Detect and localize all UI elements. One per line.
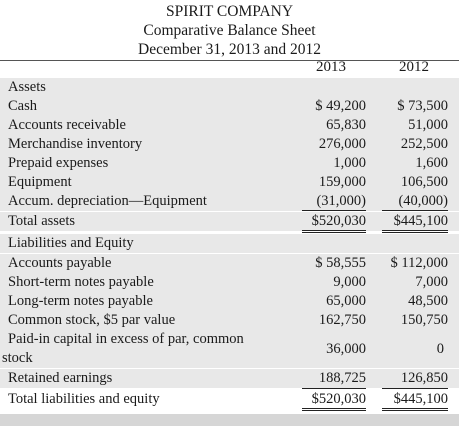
value-2012: 51,000 <box>408 117 448 133</box>
value-2012: 7,000 <box>415 274 448 290</box>
row-label: Short-term notes payable <box>8 274 154 290</box>
column-header-2013: 2013 <box>316 59 346 75</box>
total-double-underline-2012-a <box>382 230 448 231</box>
row-retained-earnings: Retained earnings 188,725 126,850 <box>0 369 459 388</box>
bottom-band <box>0 414 459 426</box>
row-label: Total assets <box>8 213 76 229</box>
row-short-term-notes: Short-term notes payable 9,000 7,000 <box>0 273 459 292</box>
value-2013: 162,750 <box>318 312 366 328</box>
row-label: Accum. depreciation—Equipment <box>8 193 207 209</box>
row-cash: Cash $ 49,200 $ 73,500 <box>0 97 459 116</box>
row-long-term-notes: Long-term notes payable 65,000 48,500 <box>0 292 459 311</box>
total-double-underline-2013-b <box>302 410 366 411</box>
value-2012: 126,850 <box>400 370 448 386</box>
value-2012: $445,100 <box>393 213 448 229</box>
total-double-underline-2013-b <box>302 232 366 233</box>
subtotal-underline-2013 <box>302 210 366 211</box>
row-label: Paid-in capital in excess of par, common <box>8 331 244 347</box>
value-2013: 9,000 <box>333 274 366 290</box>
row-common-stock: Common stock, $5 par value 162,750 150,7… <box>0 311 459 330</box>
row-paid-in-capital: Paid-in capital in excess of par, common… <box>0 330 459 368</box>
value-2012: $ 112,000 <box>390 255 448 271</box>
value-2013: $520,030 <box>311 213 366 229</box>
row-label-continued: stock <box>2 350 33 366</box>
value-2012: $445,100 <box>393 391 448 407</box>
row-label: Equipment <box>8 174 72 190</box>
value-2012: 150,750 <box>400 312 448 328</box>
row-equipment: Equipment 159,000 106,500 <box>0 173 459 192</box>
total-double-underline-2013-a <box>302 408 366 409</box>
value-2013: 159,000 <box>318 174 366 190</box>
row-label: Accounts receivable <box>8 117 126 133</box>
row-label: Prepaid expenses <box>8 155 109 171</box>
total-double-underline-2012-a <box>382 408 448 409</box>
subtotal-underline-2012 <box>382 210 448 211</box>
value-2012: (40,000) <box>398 193 448 209</box>
row-label: Long-term notes payable <box>8 293 153 309</box>
value-2013: 1,000 <box>333 155 366 171</box>
row-label: Assets <box>8 79 46 95</box>
value-2013: 188,725 <box>318 370 366 386</box>
value-2013: $ 58,555 <box>315 255 366 271</box>
row-label: Accounts payable <box>8 255 112 271</box>
value-2013: (31,000) <box>316 193 366 209</box>
value-2012: 48,500 <box>408 293 448 309</box>
row-total-liabilities-equity: Total liabilities and equity $520,030 $4… <box>0 390 459 409</box>
value-2013: 65,000 <box>326 293 366 309</box>
value-2012: $ 73,500 <box>397 98 448 114</box>
row-label: Retained earnings <box>8 370 113 386</box>
row-label: Liabilities and Equity <box>8 235 134 251</box>
row-accounts-payable: Accounts payable $ 58,555 $ 112,000 <box>0 254 459 273</box>
value-2013: $520,030 <box>311 391 366 407</box>
column-header-2012: 2012 <box>399 59 429 75</box>
row-label: Total liabilities and equity <box>8 391 160 407</box>
value-2012: 252,500 <box>400 136 448 152</box>
value-2013: 36,000 <box>326 341 366 357</box>
subtotal-underline-2013 <box>302 388 366 389</box>
row-assets-heading: Assets <box>0 78 459 97</box>
row-accounts-receivable: Accounts receivable 65,830 51,000 <box>0 116 459 135</box>
row-prepaid-expenses: Prepaid expenses 1,000 1,600 <box>0 154 459 173</box>
value-2013: $ 49,200 <box>315 98 366 114</box>
statement-title: Comparative Balance Sheet <box>143 22 316 39</box>
company-name: SPIRIT COMPANY <box>165 3 294 20</box>
row-total-assets: Total assets $520,030 $445,100 <box>0 212 459 231</box>
row-merchandise-inventory: Merchandise inventory 276,000 252,500 <box>0 135 459 154</box>
statement-dates: December 31, 2013 and 2012 <box>138 41 321 58</box>
total-double-underline-2012-b <box>382 410 448 411</box>
value-2012: 106,500 <box>400 174 448 190</box>
total-double-underline-2012-b <box>382 232 448 233</box>
header-divider <box>0 60 459 61</box>
row-label: Common stock, $5 par value <box>8 312 176 328</box>
total-double-underline-2013-a <box>302 230 366 231</box>
row-label: Cash <box>8 98 37 114</box>
value-2012: 0 <box>436 341 444 357</box>
value-2013: 65,830 <box>326 117 366 133</box>
subtotal-underline-2012 <box>382 388 448 389</box>
row-label: Merchandise inventory <box>8 136 143 152</box>
row-liabilities-heading: Liabilities and Equity <box>0 234 459 253</box>
value-2013: 276,000 <box>318 136 366 152</box>
row-accum-depreciation: Accum. depreciation—Equipment (31,000) (… <box>0 192 459 211</box>
value-2012: 1,600 <box>415 155 448 171</box>
